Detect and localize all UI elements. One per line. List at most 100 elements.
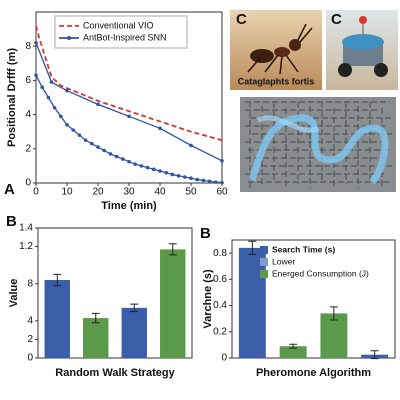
image-label: C [236, 11, 247, 28]
data-point [59, 114, 63, 119]
legend-marker [67, 36, 71, 40]
x-tick-label: 40 [154, 187, 166, 198]
legend-swatch [260, 270, 268, 278]
legend-swatch [260, 258, 268, 266]
data-point [201, 178, 206, 183]
data-line [35, 74, 223, 184]
bar [160, 249, 186, 358]
y-tick-label: 1.2 [19, 241, 33, 252]
legend-box [54, 15, 188, 49]
legend-label: Conventional VIO [83, 20, 154, 30]
error-bar [289, 343, 298, 349]
x-tick-label: 0 [33, 187, 39, 198]
bar [83, 318, 109, 358]
plot-frame [37, 227, 193, 359]
data-point [83, 138, 88, 143]
y-tick-label: 0.2 [213, 326, 227, 337]
y-tick-label: 2 [25, 143, 31, 154]
legend-swatch [260, 246, 268, 254]
data-point [207, 179, 212, 184]
data-point [164, 170, 168, 175]
data-point [183, 175, 187, 179]
data-point [127, 114, 131, 119]
bar [121, 307, 147, 358]
x-tick-label: 30 [123, 187, 135, 198]
data-point [77, 133, 82, 137]
error-bar [130, 303, 139, 313]
y-tick-label: 0.4 [213, 300, 227, 311]
y-axis-label: Varchne (s) [202, 269, 214, 329]
data-point [139, 164, 144, 168]
data-point [145, 165, 150, 170]
data-point [65, 88, 69, 93]
ant-photo: C Cataglaphts fortis [230, 10, 322, 90]
bar [279, 346, 307, 358]
bar [238, 247, 266, 358]
x-tick-label: 10 [61, 187, 73, 198]
legend-label: Lower [272, 256, 295, 266]
data-point [158, 169, 162, 173]
error-bar [53, 273, 62, 287]
data-point [121, 157, 125, 161]
y-axis-label: Positional Drfff (m) [6, 48, 18, 147]
data-point [40, 85, 44, 90]
plot-frame [231, 239, 396, 359]
x-tick-label: 50 [185, 187, 197, 198]
data-point [220, 180, 224, 185]
data-point [195, 177, 199, 182]
image-label: C [331, 11, 342, 28]
data-point [108, 152, 113, 156]
data-point [96, 102, 100, 107]
error-bar [248, 240, 257, 255]
chart: 0 2 4 8 1.2 1.4 Value Random Walk Strategy B [6, 213, 193, 379]
data-point [102, 148, 106, 153]
data-line [35, 42, 223, 162]
legend-label: Energed Consumption (J) [272, 268, 369, 278]
data-point [170, 172, 175, 177]
y-tick-label: 0 [25, 178, 31, 189]
x-tick-label: 60 [216, 187, 228, 198]
panel-label: B [200, 225, 211, 242]
y-tick-label: 0.6 [213, 274, 227, 285]
data-point [34, 40, 38, 45]
data-point [158, 126, 162, 131]
error-bar [370, 350, 379, 360]
data-point [52, 105, 57, 110]
data-point [90, 141, 94, 146]
data-point [152, 167, 156, 172]
legend-label: AntBot-Inspired SNN [83, 32, 167, 42]
y-tick-label: 4 [27, 315, 33, 326]
y-tick-label: 0 [27, 353, 33, 364]
data-point [127, 159, 131, 164]
panel-label: B [6, 213, 17, 230]
bar [320, 313, 348, 358]
bar [44, 280, 70, 358]
y-axis-label: Value [8, 279, 20, 308]
data-point [176, 174, 181, 178]
y-tick-label: 8 [27, 278, 33, 289]
maze-photo [240, 97, 396, 192]
chart: 0 0.2 0.4 0.6 0.8 Varchne (s) Pheromone Algori… [200, 225, 396, 379]
error-bar [168, 243, 177, 256]
panel-label: A [4, 181, 15, 198]
data-line [35, 25, 223, 142]
y-tick-label: 8 [25, 41, 31, 52]
data-point [214, 180, 218, 184]
x-tick-label: 20 [92, 187, 104, 198]
x-axis-label: Random Walk Strategy [55, 367, 175, 379]
error-bar [329, 306, 338, 321]
robot-photo: C [326, 10, 398, 90]
data-point [189, 143, 193, 148]
data-point [133, 162, 137, 166]
data-point [34, 73, 38, 78]
x-axis-label: Time (min) [101, 200, 157, 212]
data-point [46, 95, 51, 100]
error-bar [91, 312, 100, 324]
y-tick-label: 6 [25, 75, 31, 86]
data-point [220, 158, 224, 163]
y-tick-label: 4 [25, 109, 31, 120]
data-point [71, 128, 75, 132]
data-point [114, 154, 119, 159]
